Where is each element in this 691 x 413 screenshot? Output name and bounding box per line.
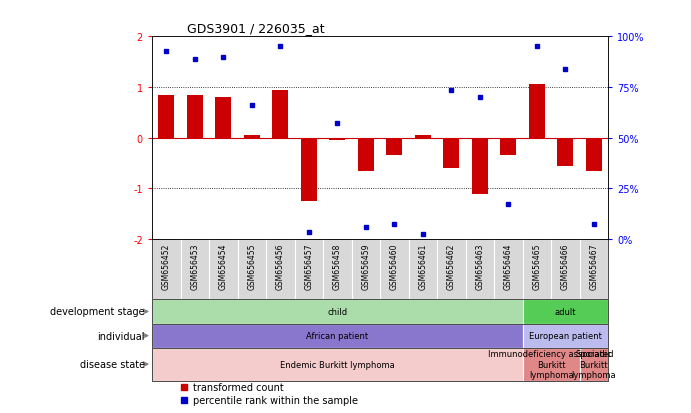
Bar: [386, 138, 402, 156]
Bar: [586, 138, 602, 171]
Text: GSM656454: GSM656454: [219, 242, 228, 289]
Text: percentile rank within the sample: percentile rank within the sample: [193, 395, 358, 405]
Text: GSM656465: GSM656465: [532, 242, 541, 289]
Text: Endemic Burkitt lymphoma: Endemic Burkitt lymphoma: [280, 360, 395, 369]
Bar: [558, 138, 573, 166]
Bar: [522, 348, 580, 381]
Text: GSM656464: GSM656464: [504, 242, 513, 289]
Bar: [330, 138, 345, 141]
Text: GSM656461: GSM656461: [418, 242, 427, 289]
Text: GSM656466: GSM656466: [561, 242, 570, 289]
Text: GSM656460: GSM656460: [390, 242, 399, 289]
Bar: [415, 136, 430, 138]
Text: GSM656457: GSM656457: [304, 242, 313, 289]
Text: GSM656456: GSM656456: [276, 242, 285, 289]
Text: African patient: African patient: [306, 331, 368, 340]
Bar: [152, 324, 522, 348]
Text: Immunodeficiency associated
Burkitt
lymphoma: Immunodeficiency associated Burkitt lymp…: [489, 349, 614, 379]
Text: GSM656467: GSM656467: [589, 242, 598, 289]
Bar: [529, 85, 545, 138]
Bar: [472, 138, 488, 194]
Text: transformed count: transformed count: [193, 382, 284, 392]
Bar: [152, 348, 522, 381]
Bar: [158, 95, 174, 138]
Text: GSM656458: GSM656458: [333, 242, 342, 289]
Text: Sporadic
Burkitt
lymphoma: Sporadic Burkitt lymphoma: [571, 349, 616, 379]
Text: GSM656463: GSM656463: [475, 242, 484, 289]
Text: GSM656452: GSM656452: [162, 242, 171, 289]
Bar: [358, 138, 374, 171]
Bar: [444, 138, 459, 169]
Bar: [152, 300, 522, 324]
Text: GDS3901 / 226035_at: GDS3901 / 226035_at: [187, 22, 324, 35]
Text: disease state: disease state: [80, 359, 145, 369]
Bar: [522, 324, 608, 348]
Text: GSM656453: GSM656453: [190, 242, 199, 289]
Text: European patient: European patient: [529, 331, 602, 340]
Bar: [580, 348, 608, 381]
Bar: [244, 136, 260, 138]
Bar: [522, 300, 608, 324]
Text: GSM656462: GSM656462: [447, 242, 456, 289]
Bar: [216, 98, 231, 138]
Text: development stage: development stage: [50, 307, 145, 317]
Text: adult: adult: [555, 307, 576, 316]
Text: individual: individual: [97, 331, 145, 341]
Bar: [272, 90, 288, 138]
Bar: [187, 95, 202, 138]
Text: child: child: [328, 307, 348, 316]
Text: GSM656455: GSM656455: [247, 242, 256, 289]
Bar: [301, 138, 316, 202]
Text: GSM656459: GSM656459: [361, 242, 370, 289]
Bar: [500, 138, 516, 156]
